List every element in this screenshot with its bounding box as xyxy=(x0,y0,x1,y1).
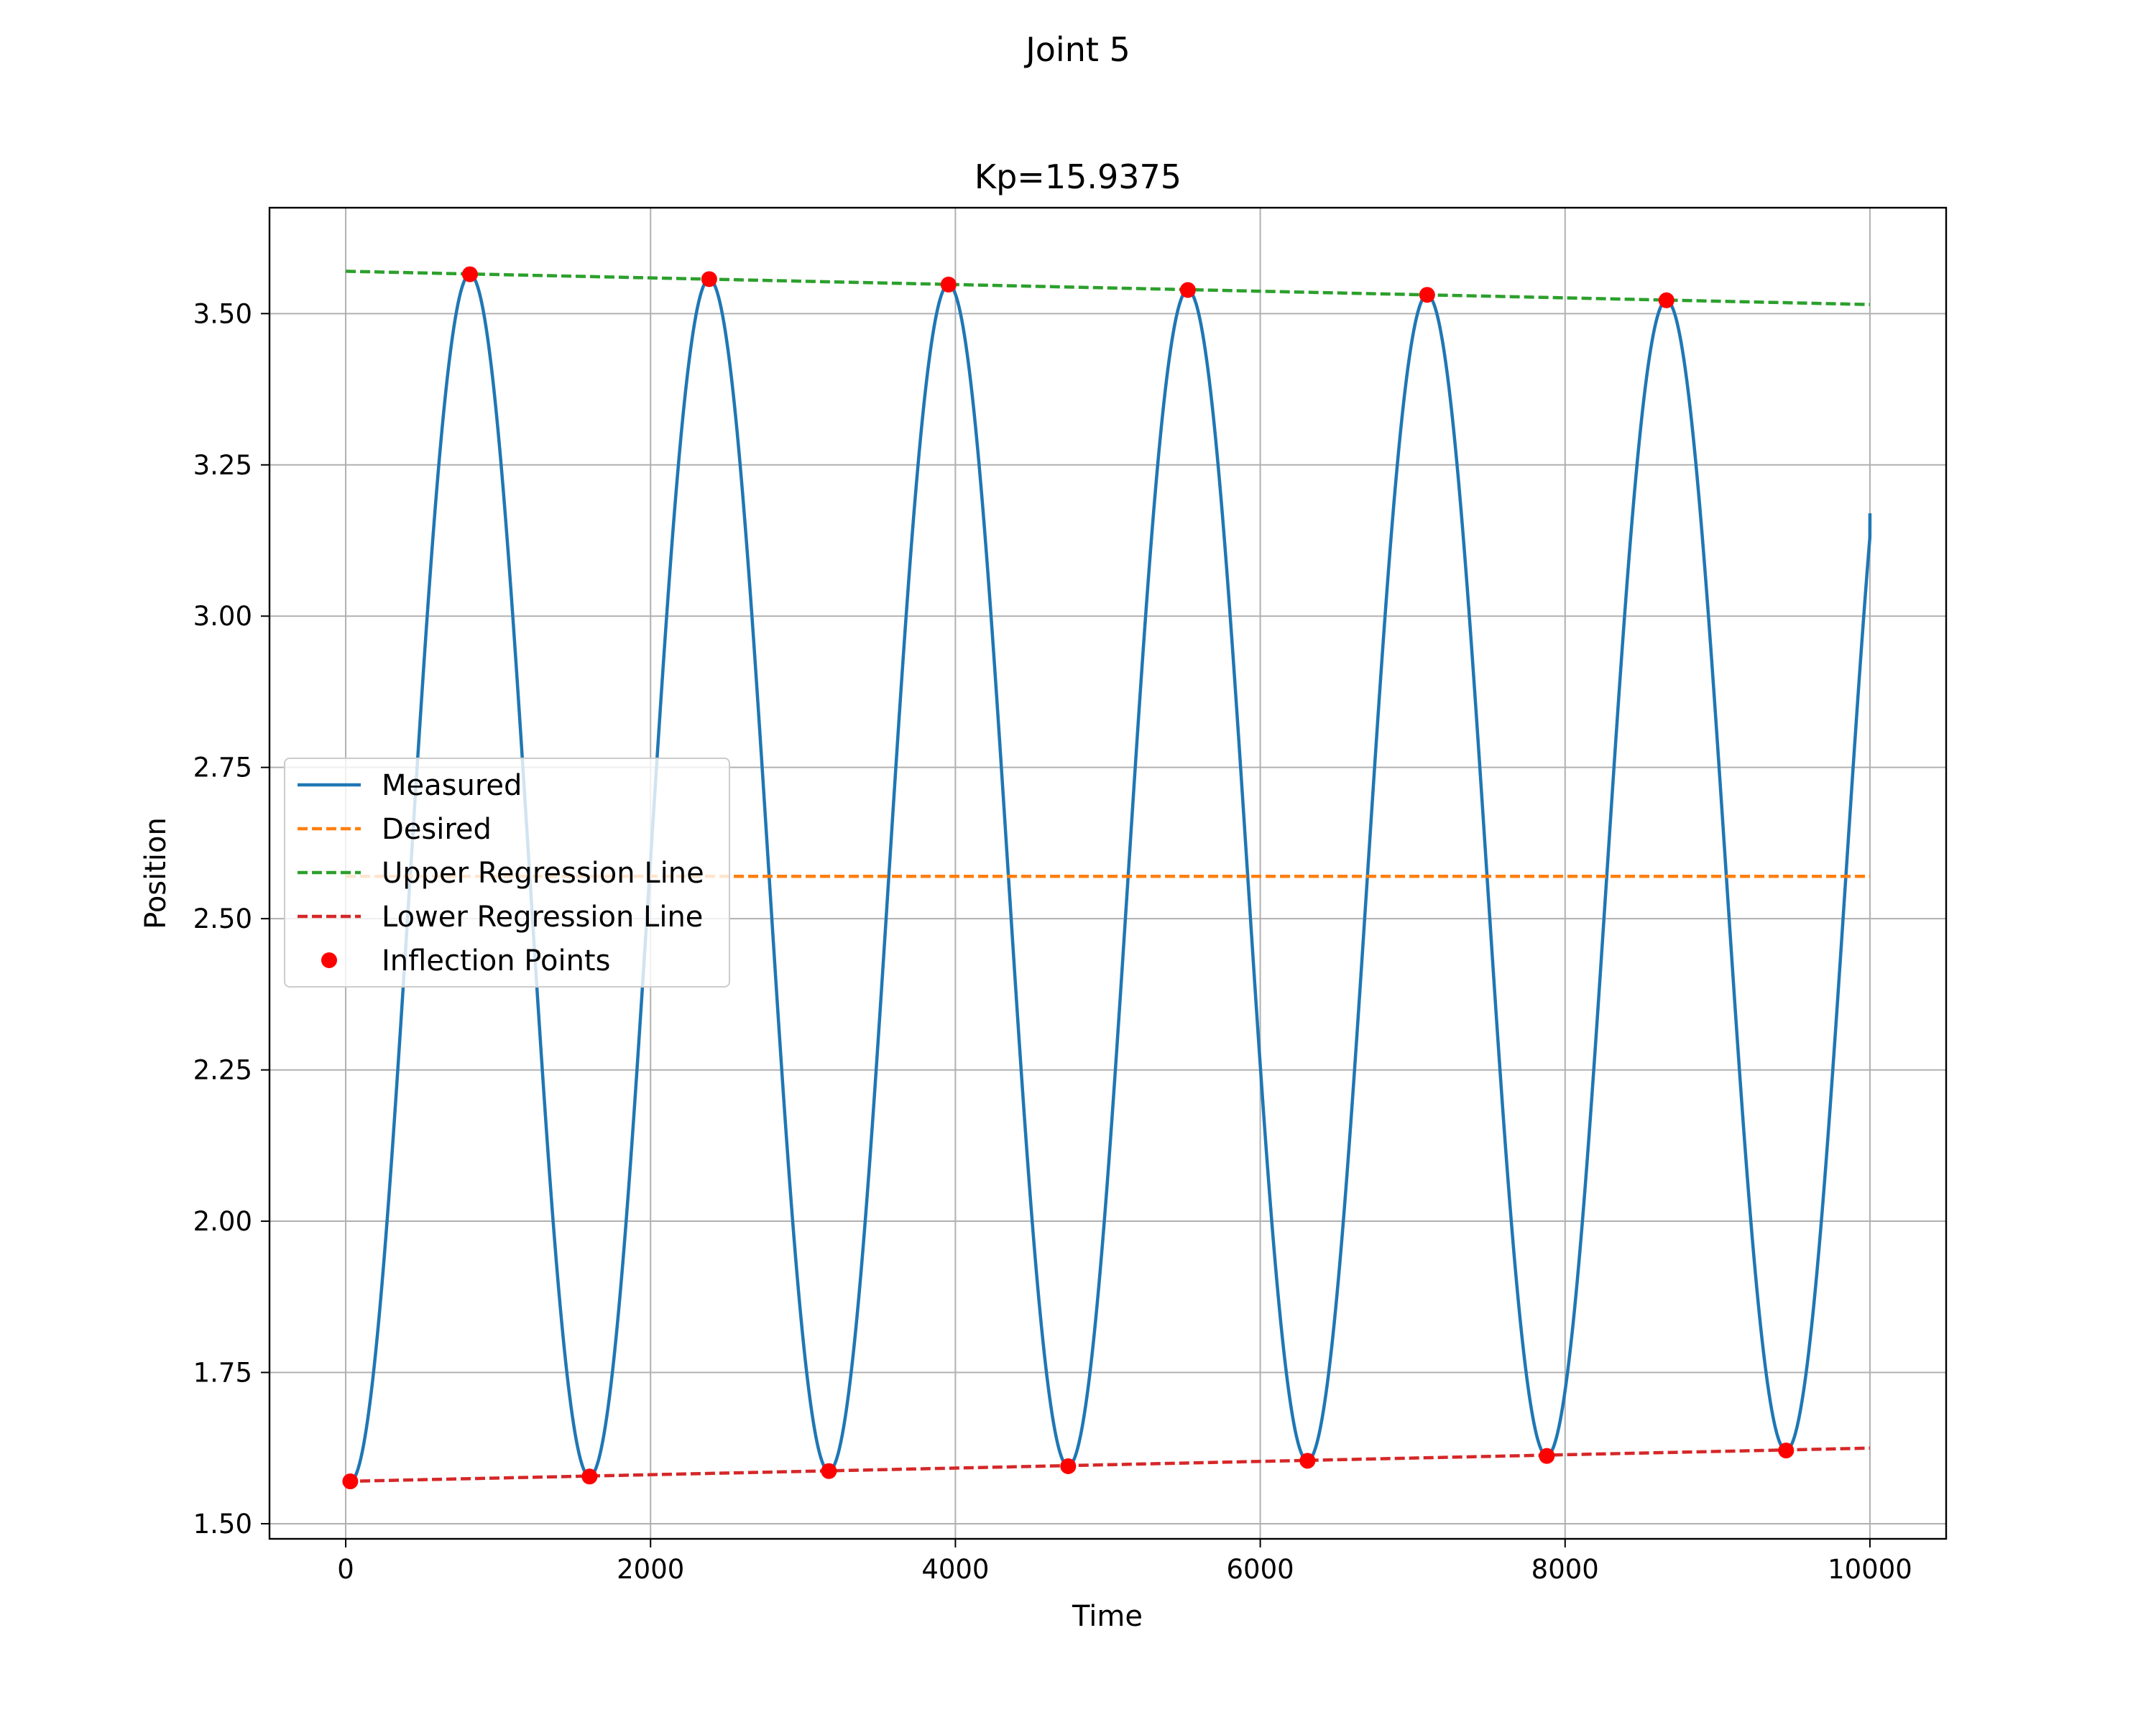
legend-label: Measured xyxy=(382,769,522,802)
x-tick-label: 4000 xyxy=(921,1554,989,1585)
inflection-point xyxy=(342,1473,359,1490)
inflection-point xyxy=(821,1463,837,1479)
inflection-point xyxy=(1778,1443,1795,1459)
inflection-point xyxy=(1658,292,1674,308)
series-lower-regression-line xyxy=(346,1446,1870,1484)
inflection-point xyxy=(1539,1448,1555,1464)
inflection-point xyxy=(1179,282,1196,298)
y-tick-label: 2.50 xyxy=(193,903,252,934)
legend-items: Measured Desired Upper Regression Line Lowe… xyxy=(298,769,704,978)
axis-ticks: 0 2000 4000 6000 8000 10000 1.50 1.75 2.00 2.25 2.… xyxy=(193,298,1912,1585)
grid-lines xyxy=(270,208,1946,1539)
x-tick-label: 2000 xyxy=(617,1554,684,1585)
inflection-point xyxy=(461,266,478,282)
x-tick-label: 8000 xyxy=(1531,1554,1599,1585)
x-tick-label: 10000 xyxy=(1828,1554,1912,1585)
inflection-point xyxy=(940,276,957,293)
inflection-point xyxy=(1060,1458,1077,1474)
legend-label: Lower Regression Line xyxy=(382,901,703,934)
y-axis-label: Position xyxy=(139,817,172,929)
legend: Measured Desired Upper Regression Line Lowe… xyxy=(284,758,730,988)
inflection-point xyxy=(701,271,717,288)
series-measured-line xyxy=(349,272,1872,1484)
legend-marker xyxy=(321,952,337,968)
inflection-point xyxy=(1419,287,1435,303)
y-tick-label: 2.00 xyxy=(193,1206,252,1237)
y-tick-label: 2.75 xyxy=(193,753,252,783)
y-tick-label: 1.50 xyxy=(193,1509,252,1540)
x-tick-label: 6000 xyxy=(1227,1554,1294,1585)
series-group xyxy=(342,266,1872,1490)
y-tick-label: 3.50 xyxy=(193,298,252,329)
legend-label: Upper Regression Line xyxy=(382,857,704,890)
inflection-point xyxy=(581,1468,598,1485)
y-tick-label: 1.75 xyxy=(193,1358,252,1389)
series-upper-regression-line xyxy=(346,270,1870,306)
x-axis-label: Time xyxy=(1072,1600,1143,1633)
y-tick-label: 2.25 xyxy=(193,1055,252,1086)
x-tick-label: 0 xyxy=(337,1554,354,1585)
plot-frame xyxy=(268,206,1948,1540)
legend-label: Inflection Points xyxy=(382,944,610,978)
inflection-point xyxy=(1299,1453,1316,1469)
legend-box xyxy=(284,758,730,988)
y-tick-label: 3.00 xyxy=(193,601,252,632)
figure-suptitle: Joint 5 xyxy=(1023,30,1130,69)
y-tick-label: 3.25 xyxy=(193,450,252,481)
chart-title: Kp=15.9375 xyxy=(975,157,1181,196)
legend-label: Desired xyxy=(382,813,492,846)
